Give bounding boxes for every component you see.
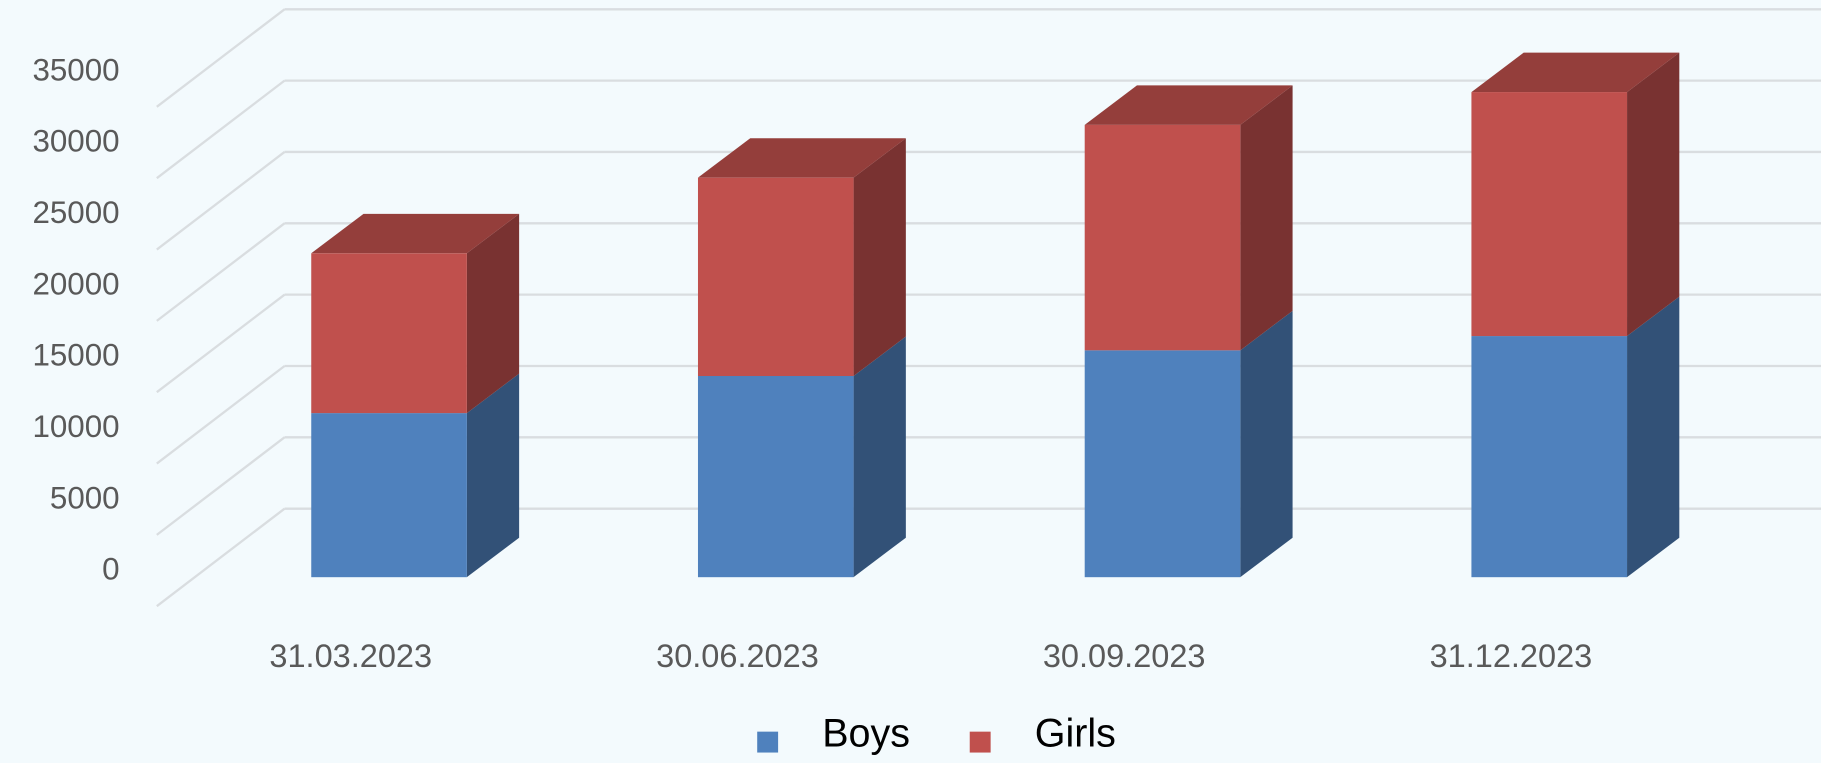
bar-side xyxy=(466,213,520,414)
bar-side xyxy=(853,336,906,578)
bar xyxy=(1471,92,1628,337)
bar xyxy=(311,413,467,578)
bar xyxy=(697,177,854,377)
grid-line xyxy=(156,507,286,608)
y-tick-label: 35000 xyxy=(32,52,119,87)
bar xyxy=(1084,350,1241,578)
bar-side xyxy=(1240,310,1293,578)
y-tick-label: 5000 xyxy=(50,480,120,515)
bar xyxy=(311,253,467,414)
grid-line xyxy=(156,8,286,108)
y-tick-label: 10000 xyxy=(32,409,119,444)
legend-label: Boys xyxy=(822,712,910,756)
bar xyxy=(697,376,854,578)
bar-top xyxy=(311,213,520,254)
grid-line xyxy=(156,151,286,251)
bar xyxy=(1084,124,1241,351)
y-tick-label: 0 xyxy=(102,552,119,587)
bar-side xyxy=(466,373,520,578)
bar-side xyxy=(853,138,906,377)
legend-swatch xyxy=(969,731,991,753)
bar-side xyxy=(1240,85,1293,351)
bar-top xyxy=(1471,52,1680,93)
x-tick-label: 30.09.2023 xyxy=(1043,638,1206,674)
bar-side xyxy=(1627,296,1680,578)
legend-label: Girls xyxy=(1035,712,1116,756)
y-tick-label: 30000 xyxy=(32,124,119,159)
bar-top xyxy=(697,138,906,178)
grid-line xyxy=(156,293,286,394)
y-tick-label: 15000 xyxy=(32,338,119,373)
x-tick-label: 31.03.2023 xyxy=(269,638,432,674)
bar xyxy=(1471,336,1628,578)
grid-line xyxy=(156,79,286,180)
grid-line xyxy=(156,436,286,536)
grid-line xyxy=(156,222,286,322)
y-tick-label: 25000 xyxy=(32,195,119,230)
x-tick-label: 30.06.2023 xyxy=(656,638,819,674)
grid-line xyxy=(156,365,286,465)
y-tick-label: 20000 xyxy=(32,266,119,301)
x-tick-label: 31.12.2023 xyxy=(1430,638,1593,674)
legend-swatch xyxy=(757,731,779,753)
bar-top xyxy=(1084,85,1293,125)
bar-side xyxy=(1627,52,1680,337)
